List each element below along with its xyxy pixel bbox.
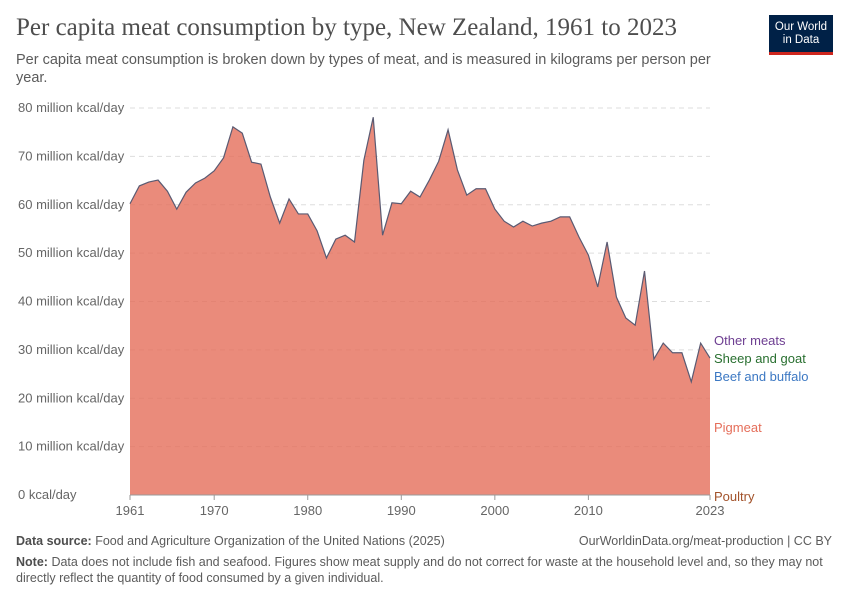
area-outline (129, 117, 711, 385)
x-tick-label: 2023 (696, 503, 725, 518)
legend-label-beef-and-buffalo: Beef and buffalo (714, 369, 808, 384)
x-tick-label: 1961 (116, 503, 145, 518)
data-source: Data source: Food and Agriculture Organi… (16, 534, 445, 548)
logo-text: Our World in Data (774, 20, 828, 46)
y-tick-label: 70 million kcal/day (18, 148, 125, 163)
chart-title: Per capita meat consumption by type, New… (16, 14, 677, 41)
y-tick-label: 10 million kcal/day (18, 439, 125, 454)
legend-label-poultry: Poultry (714, 489, 755, 504)
source-url[interactable]: OurWorldinData.org/meat-production | CC … (578, 534, 832, 548)
area-pigmeat (130, 117, 710, 495)
y-tick-label: 80 million kcal/day (18, 100, 125, 115)
note-label: Note: (16, 555, 48, 569)
note-text: Data does not include fish and seafood. … (16, 555, 823, 585)
x-tick-label: 1990 (387, 503, 416, 518)
x-tick-label: 1970 (200, 503, 229, 518)
x-tick-label: 2010 (574, 503, 603, 518)
source-label: Data source: (16, 534, 92, 548)
legend-label-pigmeat: Pigmeat (714, 420, 762, 435)
legend-label-sheep-and-goat: Sheep and goat (714, 351, 806, 366)
x-tick-label: 1980 (293, 503, 322, 518)
y-tick-label: 50 million kcal/day (18, 245, 125, 260)
owid-logo[interactable]: Our World in Data (769, 15, 833, 55)
note: Note: Data does not include fish and sea… (16, 554, 836, 586)
y-tick-label: 60 million kcal/day (18, 197, 125, 212)
y-tick-label: 20 million kcal/day (18, 390, 125, 405)
y-tick-label: 40 million kcal/day (18, 294, 125, 309)
y-tick-label: 0 kcal/day (18, 487, 77, 502)
y-tick-label: 30 million kcal/day (18, 342, 125, 357)
chart-subtitle: Per capita meat consumption is broken do… (16, 52, 711, 86)
source-text: Food and Agriculture Organization of the… (95, 534, 445, 548)
legend-label-other-meats: Other meats (714, 333, 786, 348)
x-tick-label: 2000 (480, 503, 509, 518)
